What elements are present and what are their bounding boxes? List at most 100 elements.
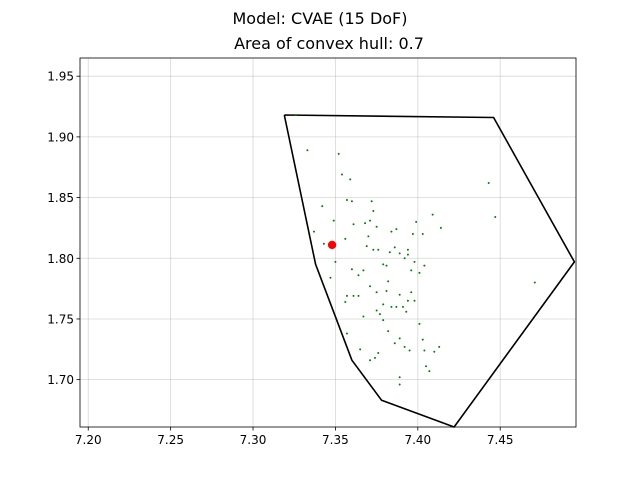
sample-point bbox=[334, 260, 337, 263]
sample-point bbox=[377, 248, 380, 251]
sample-point bbox=[344, 300, 347, 303]
sample-point bbox=[418, 271, 421, 274]
sample-point bbox=[345, 332, 348, 335]
sample-point bbox=[398, 337, 401, 340]
sample-point bbox=[373, 356, 376, 359]
sample-point bbox=[413, 260, 416, 263]
x-tick-label: 7.35 bbox=[322, 433, 349, 447]
sample-point bbox=[406, 253, 409, 256]
sample-point bbox=[322, 242, 325, 245]
sample-point bbox=[410, 291, 413, 294]
sample-point bbox=[395, 228, 398, 231]
x-tick-label: 7.30 bbox=[240, 433, 267, 447]
sample-point bbox=[398, 252, 401, 255]
y-tick-label: 1.85 bbox=[47, 191, 74, 205]
sample-point bbox=[378, 313, 381, 316]
y-tick-label: 1.80 bbox=[47, 252, 74, 266]
sample-point bbox=[421, 233, 424, 236]
sample-point bbox=[329, 276, 332, 279]
chart-title: Model: CVAE (15 DoF) bbox=[233, 9, 408, 28]
sample-point bbox=[398, 293, 401, 296]
sample-point bbox=[377, 351, 380, 354]
sample-point bbox=[425, 365, 428, 368]
sample-point bbox=[387, 330, 390, 333]
sample-point bbox=[321, 205, 324, 208]
convex-hull-line bbox=[283, 114, 576, 428]
y-tick-label: 1.90 bbox=[47, 130, 74, 144]
sample-point bbox=[413, 299, 416, 302]
grid-lines bbox=[80, 58, 576, 427]
sample-point bbox=[395, 305, 398, 308]
sample-point bbox=[423, 264, 426, 267]
sample-point bbox=[367, 235, 370, 238]
sample-point bbox=[382, 263, 385, 266]
sample-point bbox=[406, 248, 409, 251]
sample-point bbox=[375, 309, 378, 312]
sample-point bbox=[390, 230, 393, 233]
target-point-group bbox=[327, 240, 337, 250]
sample-point bbox=[372, 209, 375, 212]
sample-point bbox=[357, 274, 360, 277]
sample-point bbox=[398, 383, 401, 386]
sample-point bbox=[345, 199, 348, 202]
sample-point bbox=[369, 219, 372, 222]
sample-point bbox=[393, 342, 396, 345]
sample-point bbox=[357, 294, 360, 297]
y-tick-label: 1.75 bbox=[47, 312, 74, 326]
sample-point bbox=[350, 200, 353, 203]
sample-point bbox=[390, 305, 393, 308]
sample-point bbox=[401, 305, 404, 308]
sample-points bbox=[294, 114, 536, 386]
sample-point bbox=[408, 349, 411, 352]
plot-frame bbox=[79, 57, 577, 428]
sample-point bbox=[332, 219, 335, 222]
sample-point bbox=[364, 222, 367, 225]
sample-point bbox=[372, 248, 375, 251]
sample-point bbox=[385, 264, 388, 267]
sample-point bbox=[362, 315, 365, 318]
sample-point bbox=[306, 149, 309, 152]
y-tick-label: 1.95 bbox=[47, 70, 74, 84]
sample-point bbox=[388, 251, 391, 254]
sample-point bbox=[337, 152, 340, 155]
sample-point bbox=[387, 280, 390, 283]
sample-point bbox=[406, 299, 409, 302]
sample-point bbox=[411, 233, 414, 236]
sample-point bbox=[362, 269, 365, 272]
sample-point bbox=[294, 114, 297, 117]
sample-point bbox=[350, 268, 353, 271]
sample-point bbox=[423, 349, 426, 352]
sample-point bbox=[352, 223, 355, 226]
sample-point bbox=[415, 220, 418, 223]
sample-point bbox=[433, 350, 436, 353]
sample-point bbox=[403, 257, 406, 260]
convex-hull bbox=[283, 114, 576, 428]
sample-point bbox=[421, 338, 424, 341]
sample-point bbox=[375, 291, 378, 294]
sample-point bbox=[365, 245, 368, 248]
chart-subtitle: Area of convex hull: 0.7 bbox=[234, 34, 424, 53]
sample-point bbox=[345, 294, 348, 297]
x-tick-label: 7.20 bbox=[75, 433, 102, 447]
x-tick-label: 7.40 bbox=[404, 433, 431, 447]
sample-point bbox=[359, 348, 362, 351]
y-tick-label: 1.70 bbox=[47, 373, 74, 387]
sample-point bbox=[370, 200, 373, 203]
sample-point bbox=[431, 213, 434, 216]
sample-point bbox=[375, 225, 378, 228]
sample-point bbox=[393, 246, 396, 249]
sample-point bbox=[349, 178, 352, 181]
sample-point bbox=[369, 359, 372, 362]
sample-point bbox=[410, 269, 413, 272]
sample-point bbox=[382, 319, 385, 322]
sample-point bbox=[398, 376, 401, 379]
sample-point bbox=[344, 237, 347, 240]
sample-point bbox=[494, 216, 497, 219]
target-point bbox=[327, 240, 337, 250]
sample-point bbox=[487, 182, 490, 185]
sample-point bbox=[428, 370, 431, 373]
sample-point bbox=[341, 173, 344, 176]
sample-point bbox=[312, 230, 315, 233]
sample-point bbox=[385, 290, 388, 293]
